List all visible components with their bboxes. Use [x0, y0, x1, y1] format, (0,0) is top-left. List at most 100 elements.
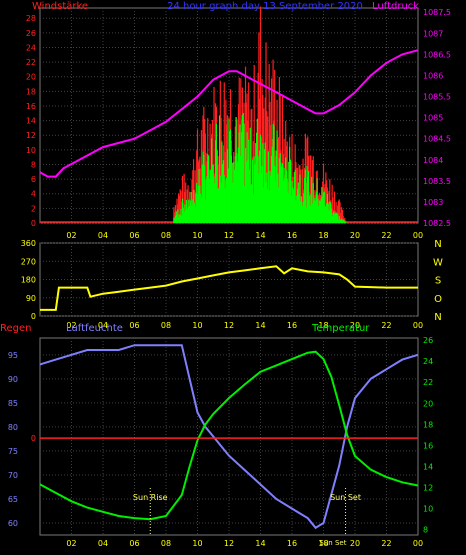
humidity-tick-label: 65: [8, 495, 18, 504]
bottom-grid: [40, 338, 418, 535]
wind-tick-label: 0: [31, 219, 36, 228]
wind-tick-label: 2: [31, 204, 36, 213]
pressure-tick-label: 1087: [423, 29, 443, 38]
pressure-axis-label: Luftdruck: [372, 1, 419, 12]
humidity-axis-label: Luftfeuchte: [66, 323, 123, 334]
wind-tick-label: 6: [31, 175, 36, 184]
direction-axis-ticks: 0 90 180 270 360: [21, 239, 36, 321]
humidity-tick-label: 75: [8, 447, 18, 456]
sun-label: Sun Rise: [133, 493, 168, 502]
x-tick-label: 00: [413, 539, 423, 548]
wind-tick-label: 26: [26, 29, 36, 38]
temperature-tick-label: 20: [423, 399, 433, 408]
x-tick-label: 10: [192, 231, 202, 240]
chart-title: 24 hour graph day 13 September 2020: [167, 1, 363, 12]
temperature-tick-label: 10: [423, 505, 433, 514]
humidity-axis-ticks: 60 65 70 75 80 85 90 95: [8, 351, 18, 528]
x-tick-label: 06: [129, 231, 139, 240]
humidity-tick-label: 85: [8, 399, 18, 408]
top-grid: [40, 8, 418, 224]
x-tick-label: 04: [98, 539, 108, 548]
direction-tick-label: 180: [21, 276, 36, 285]
humidity-tick-label: 95: [8, 351, 18, 360]
compass-label: O: [434, 294, 442, 305]
humidity-tick-label: 70: [8, 471, 18, 480]
direction-tick-label: 0: [31, 312, 36, 321]
x-tick-label: 00: [413, 231, 423, 240]
x-tick-label: 00: [413, 321, 423, 330]
pressure-tick-label: 1086.5: [423, 50, 451, 59]
x-tick-label: 04: [98, 321, 108, 330]
x-tick-label: 14: [255, 539, 265, 548]
wind-tick-label: 16: [26, 102, 36, 111]
pressure-line: [39, 49, 419, 178]
direction-tick-label: 360: [21, 239, 36, 248]
x-tick-label: 16: [287, 321, 297, 330]
pressure-tick-label: 1083.5: [423, 177, 451, 186]
wind-tick-label: 20: [26, 73, 36, 82]
wind-tick-label: 28: [26, 14, 36, 23]
compass-label: W: [433, 257, 443, 268]
x-tick-label: 20: [350, 321, 360, 330]
wind-tick-label: 10: [26, 146, 36, 155]
x-tick-label: 08: [161, 539, 171, 548]
compass-label: N: [434, 312, 441, 323]
x-tick-label: 06: [129, 321, 139, 330]
x-tick-label: 20: [350, 231, 360, 240]
x-tick-label: 22: [381, 321, 391, 330]
pressure-tick-label: 1085.5: [423, 93, 451, 102]
wind-series: [173, 113, 347, 223]
x-tick-label: 20: [350, 539, 360, 548]
x-tick-label: 22: [381, 231, 391, 240]
temperature-tick-label: 24: [423, 357, 433, 366]
wind-tick-label: 8: [31, 160, 36, 169]
x-tick-label: 14: [255, 231, 265, 240]
humidity-tick-label: 80: [8, 423, 18, 432]
direction-tick-label: 90: [26, 294, 36, 303]
pressure-tick-label: 1085: [423, 114, 443, 123]
x-tick-label: 12: [224, 321, 234, 330]
pressure-tick-label: 1082.5: [423, 219, 451, 228]
direction-line: [40, 265, 418, 311]
pressure-tick-label: 1084.5: [423, 135, 451, 144]
x-tick-label: 10: [192, 539, 202, 548]
x-tick-label: 22: [381, 539, 391, 548]
pressure-tick-label: 1087.5: [423, 8, 451, 17]
rain-tick-label: 0: [31, 434, 36, 443]
humidity-tick-label: 60: [8, 519, 18, 528]
mid-grid: [40, 242, 418, 317]
rain-axis-ticks: 0: [31, 434, 36, 443]
x-tick-label: 02: [66, 231, 76, 240]
x-tick-label: 14: [255, 321, 265, 330]
sun-label: Sun Set: [330, 493, 361, 502]
compass-label: N: [434, 239, 441, 250]
x-tick-label: 02: [66, 321, 76, 330]
wind-tick-label: 14: [26, 117, 36, 126]
mid-x-ticks: 02 04 06 08 10 12 14 16 18 20 22 00: [66, 321, 423, 330]
pressure-tick-label: 1086: [423, 71, 443, 80]
wind-tick-label: 24: [26, 43, 36, 52]
temperature-tick-label: 22: [423, 378, 433, 387]
x-tick-label: 16: [287, 539, 297, 548]
pressure-axis-ticks: 1082.5 1083 1083.5 1084 1084.5 1085 1085.5 1086…: [423, 8, 451, 228]
x-tick-label: 18: [318, 321, 328, 330]
pressure-tick-label: 1084: [423, 156, 443, 165]
x-tick-label: 12: [224, 231, 234, 240]
wind-tick-label: 18: [26, 87, 36, 96]
x-tick-label: 18: [318, 231, 328, 240]
temperature-tick-label: 12: [423, 484, 433, 493]
sun-annotations: Sun Rise Sun Set Sun Set: [133, 488, 361, 547]
wind-axis-label: Windstärke: [32, 1, 88, 12]
temperature-tick-label: 14: [423, 463, 433, 472]
direction-tick-label: 270: [21, 257, 36, 266]
x-tick-label: 06: [129, 539, 139, 548]
temperature-tick-label: 16: [423, 441, 433, 450]
temperature-tick-label: 18: [423, 420, 433, 429]
x-tick-label: 12: [224, 539, 234, 548]
rain-axis-label: Regen: [0, 323, 32, 334]
compass-label: S: [435, 276, 441, 287]
x-tick-label: 16: [287, 231, 297, 240]
